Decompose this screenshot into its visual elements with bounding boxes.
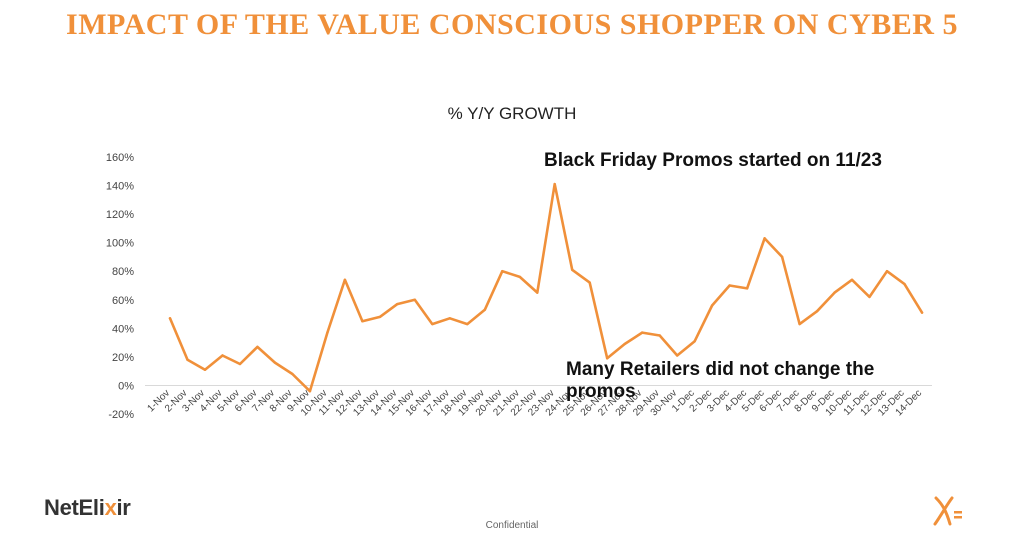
data-point: [378, 315, 382, 319]
data-point: [396, 302, 399, 306]
y-tick-label: 20%: [112, 352, 134, 364]
chart-title: % Y/Y GROWTH: [447, 104, 577, 123]
data-point: [483, 308, 486, 311]
data-point: [850, 278, 854, 281]
brand-mark-icon: [933, 496, 962, 526]
data-point: [606, 357, 609, 360]
data-point: [571, 268, 574, 271]
data-point: [710, 304, 714, 307]
data-point: [413, 298, 417, 301]
data-point: [343, 278, 347, 281]
data-point: [885, 270, 889, 273]
data-point: [501, 270, 504, 273]
data-point: [256, 345, 259, 349]
y-tick-label: -20%: [108, 409, 134, 421]
data-point: [448, 317, 452, 320]
data-point: [536, 291, 539, 294]
y-tick-label: 140%: [106, 181, 134, 193]
series-line: [168, 182, 924, 393]
logo-text-2: ir: [116, 495, 131, 520]
data-point: [920, 311, 924, 314]
data-point: [221, 354, 224, 357]
data-point: [763, 237, 766, 240]
data-point: [780, 255, 784, 259]
data-point: [815, 310, 819, 313]
data-point: [623, 342, 626, 346]
data-point: [238, 362, 242, 366]
data-point: [203, 368, 207, 371]
data-point: [675, 354, 679, 357]
y-tick-label: 40%: [112, 323, 134, 335]
logo-text-x: x: [104, 495, 117, 520]
data-point: [903, 282, 906, 286]
y-tick-label: 0%: [118, 380, 134, 392]
data-point: [168, 317, 172, 320]
y-tick-label: 100%: [106, 238, 134, 250]
y-tick-label: 160%: [106, 152, 134, 164]
data-point: [745, 287, 749, 290]
data-point: [291, 372, 294, 376]
data-point: [798, 322, 801, 326]
y-tick-label: 80%: [112, 266, 134, 278]
black-friday-annotation: Black Friday Promos started on 11/23: [544, 150, 882, 171]
data-point: [588, 281, 591, 284]
netelixir-logo: NetElixir: [44, 495, 131, 521]
data-point: [361, 319, 364, 323]
data-point: [518, 275, 521, 279]
footer-confidential: Confidential: [485, 520, 539, 531]
data-point: [273, 361, 277, 364]
data-point: [640, 331, 644, 334]
data-point: [868, 295, 871, 299]
data-point: [186, 358, 189, 361]
data-point: [553, 182, 556, 186]
data-point: [466, 322, 469, 326]
data-point: [326, 331, 329, 334]
y-tick-label: 120%: [106, 209, 134, 221]
y-tick-label: 60%: [112, 295, 134, 307]
logo-text-1: NetEli: [44, 495, 105, 520]
data-point: [833, 291, 836, 294]
data-point: [693, 339, 696, 343]
data-point: [308, 389, 312, 393]
retailers-annotation: Many Retailers did not change the promos: [566, 359, 875, 402]
slide-title: IMPACT OF THE VALUE CONSCIOUS SHOPPER ON…: [66, 8, 958, 41]
data-point: [728, 284, 731, 287]
data-point: [658, 334, 661, 337]
data-point: [431, 322, 434, 326]
